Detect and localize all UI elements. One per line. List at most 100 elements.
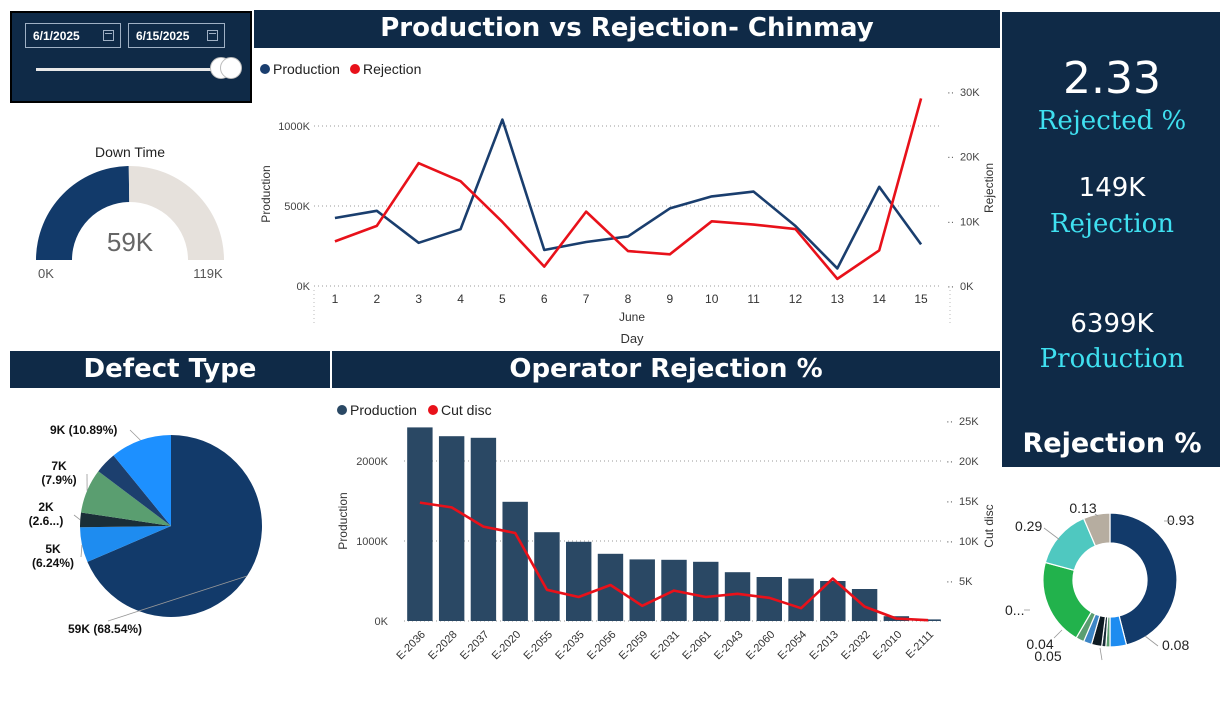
rejected-pct-value: 2.33 bbox=[1063, 53, 1161, 104]
bar bbox=[502, 501, 528, 621]
donut-data-label: 0.05 bbox=[1034, 648, 1061, 664]
y-tick-label: 0K bbox=[297, 281, 311, 293]
calendar-icon[interactable] bbox=[103, 30, 114, 41]
x-tick-label: E-2054 bbox=[776, 629, 810, 663]
donut-leader-line bbox=[1094, 513, 1099, 517]
donut-data-label: 0.04 bbox=[1026, 636, 1053, 652]
date-slicer[interactable] bbox=[10, 11, 252, 103]
y2-tick-marker: ·· bbox=[946, 496, 953, 508]
x-tick-label: 5 bbox=[499, 292, 506, 306]
slider-handle-end[interactable] bbox=[220, 57, 242, 79]
x-tick-label: 3 bbox=[415, 292, 422, 306]
x-group-label: June bbox=[619, 310, 645, 324]
gauge-fill bbox=[36, 166, 130, 260]
x-tick-label: 9 bbox=[667, 292, 674, 306]
donut-data-label: 0.13 bbox=[1069, 500, 1096, 516]
rejection-value: 149K bbox=[1078, 173, 1146, 203]
legend-label-cut-disc: Cut disc bbox=[441, 402, 492, 418]
x-tick-label: 1 bbox=[332, 292, 339, 306]
pie-slice bbox=[98, 455, 171, 526]
y2-tick-label: 30K bbox=[960, 87, 980, 99]
end-date-input[interactable]: 6/15/2025 bbox=[128, 23, 225, 48]
donut-data-label: 0... bbox=[1005, 602, 1024, 618]
operator-rejection-title: Operator Rejection % bbox=[332, 351, 1000, 388]
pie-slice bbox=[80, 526, 171, 562]
pie-leader-line bbox=[107, 575, 248, 622]
y2-tick-label: 20K bbox=[959, 456, 979, 468]
pie-slice bbox=[113, 435, 171, 526]
pie-leader-line bbox=[73, 514, 81, 521]
y2-tick-marker: ·· bbox=[947, 87, 954, 99]
rejection-label: Rejection bbox=[1049, 209, 1175, 239]
y-tick-label: 0K bbox=[375, 616, 389, 628]
bar bbox=[566, 541, 592, 621]
production-rejection-line-chart: Production Rejection 0K 500K 1000K ·· 0K ·· 10K ·… bbox=[259, 61, 996, 346]
pie-slice bbox=[87, 435, 263, 617]
kpi-panel bbox=[1002, 12, 1220, 467]
y2-tick-label: 20K bbox=[960, 152, 980, 164]
y2-tick-marker: ·· bbox=[946, 416, 953, 428]
calendar-icon[interactable] bbox=[207, 30, 218, 41]
y-tick-label: 1000K bbox=[278, 121, 310, 133]
y2-tick-marker: ·· bbox=[947, 281, 954, 293]
x-tick-label: 13 bbox=[831, 292, 845, 306]
donut-data-label: 0.93 bbox=[1167, 512, 1194, 528]
y2-tick-label: 0K bbox=[960, 281, 974, 293]
y-tick-label: 2000K bbox=[356, 456, 388, 468]
y2-tick-label: 5K bbox=[959, 576, 973, 588]
legend-label-rejection: Rejection bbox=[363, 61, 421, 77]
legend-marker-cut-disc bbox=[428, 405, 438, 415]
x-tick-label: 15 bbox=[914, 292, 928, 306]
gauge-value: 59K bbox=[106, 227, 154, 257]
slider-track[interactable] bbox=[36, 68, 232, 71]
x-tick-label: 14 bbox=[873, 292, 887, 306]
x-tick-label: E-2020 bbox=[490, 629, 524, 663]
y2-tick-marker: ·· bbox=[946, 536, 953, 548]
x-tick-label: E-2037 bbox=[458, 629, 492, 663]
x-tick-label: E-2036 bbox=[394, 629, 428, 663]
y-axis-title: Production bbox=[336, 492, 350, 549]
x-tick-label: 11 bbox=[747, 292, 760, 306]
legend-label-production: Production bbox=[273, 61, 340, 77]
defect-type-title: Defect Type bbox=[10, 351, 330, 388]
pie-data-label: 9K (10.89%) bbox=[50, 423, 117, 437]
main-title: Production vs Rejection- Chinmay bbox=[254, 10, 1000, 48]
x-tick-label: E-2055 bbox=[521, 629, 555, 663]
y-tick-label: 500K bbox=[284, 201, 310, 213]
x-tick-label: E-2010 bbox=[871, 629, 905, 663]
bar bbox=[438, 436, 465, 621]
y2-tick-marker: ·· bbox=[947, 216, 954, 228]
pie-data-label: 59K (68.54%) bbox=[68, 622, 142, 636]
bar bbox=[693, 561, 719, 621]
gauge-remainder bbox=[128, 166, 224, 260]
donut-data-label: 0.08 bbox=[1162, 637, 1189, 653]
legend-marker-production bbox=[260, 64, 270, 74]
pie-slice bbox=[80, 512, 171, 528]
donut-leader-line bbox=[1099, 647, 1103, 661]
y2-tick-marker: ·· bbox=[947, 152, 954, 164]
operator-rejection-bar-chart: Production Cut disc 0K 1000K 2000K ·· 5K ·· 10K ·… bbox=[336, 402, 996, 663]
production-value: 6399K bbox=[1070, 309, 1154, 339]
pie-data-label: 5K (6.24%) bbox=[32, 542, 74, 570]
y2-tick-marker: ·· bbox=[946, 456, 953, 468]
x-tick-label: E-2032 bbox=[839, 629, 873, 663]
series-line-cut-disc bbox=[419, 501, 929, 622]
x-tick-label: E-2013 bbox=[807, 629, 841, 663]
y2-tick-label: 15K bbox=[959, 496, 979, 508]
x-tick-label: E-2028 bbox=[426, 629, 460, 663]
series-line-production bbox=[334, 118, 923, 270]
series-line-rejection bbox=[334, 98, 923, 281]
end-date-text: 6/15/2025 bbox=[136, 29, 190, 43]
pie-leader-line bbox=[129, 429, 141, 441]
defect-type-pie-chart: 59K (68.54%) 5K (6.24%) 2K (2.6...) 7K (7.9%) 9… bbox=[29, 423, 263, 636]
rejection-pct-donut-chart: 0.93 0.08 0.050.04 0... 0.29 0.13 bbox=[1005, 500, 1194, 664]
x-tick-label: 4 bbox=[457, 292, 464, 306]
start-date-text: 6/1/2025 bbox=[33, 29, 80, 43]
start-date-input[interactable]: 6/1/2025 bbox=[25, 23, 121, 48]
legend-label-production: Production bbox=[350, 402, 417, 418]
x-tick-label: E-2060 bbox=[744, 629, 778, 663]
production-label: Production bbox=[1039, 344, 1185, 374]
rejection-pct-title: Rejection % bbox=[1022, 428, 1202, 459]
x-tick-label: E-2059 bbox=[617, 629, 651, 663]
